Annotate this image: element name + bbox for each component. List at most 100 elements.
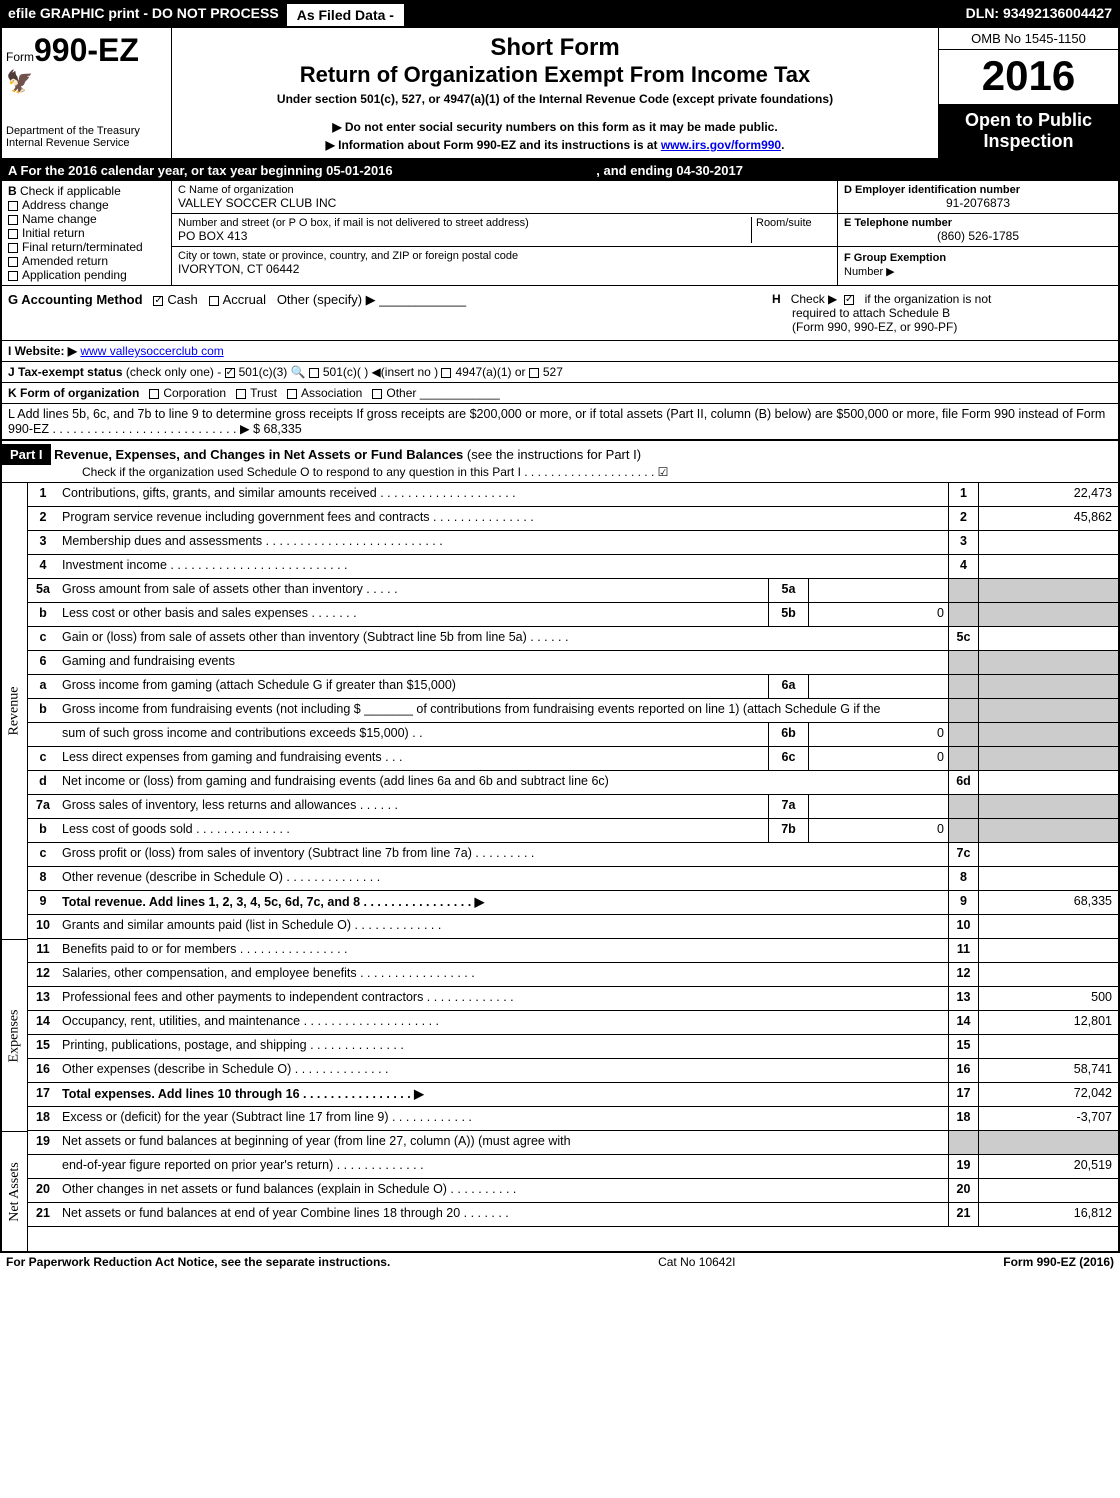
form-number: Form990-EZ bbox=[6, 32, 167, 69]
lbl-4947: 4947(a)(1) or bbox=[455, 365, 525, 379]
line-right-val bbox=[978, 843, 1118, 866]
chk-h[interactable] bbox=[844, 295, 854, 305]
line-row: 8Other revenue (describe in Schedule O) … bbox=[28, 867, 1118, 891]
header-note2: ▶ Information about Form 990-EZ and its … bbox=[182, 138, 928, 152]
line-right-num: 19 bbox=[948, 1155, 978, 1178]
footer: For Paperwork Reduction Act Notice, see … bbox=[0, 1253, 1120, 1271]
line-right-val bbox=[978, 1131, 1118, 1154]
i-label: I Website: ▶ bbox=[8, 344, 77, 358]
line-right-val bbox=[978, 1035, 1118, 1058]
line-right-val bbox=[978, 531, 1118, 554]
chk-accrual[interactable] bbox=[209, 296, 219, 306]
line-inner-num: 7b bbox=[768, 819, 808, 842]
block-b: B Check if applicable Address change Nam… bbox=[2, 181, 172, 285]
chk-cash[interactable] bbox=[153, 296, 163, 306]
h-text4: (Form 990, 990-EZ, or 990-PF) bbox=[792, 320, 957, 334]
line-inner-val bbox=[808, 675, 948, 698]
chk-501c3[interactable] bbox=[225, 368, 235, 378]
chk-amended-return[interactable] bbox=[8, 257, 18, 267]
line-desc: Gross amount from sale of assets other t… bbox=[58, 579, 768, 602]
line-desc: Gross income from gaming (attach Schedul… bbox=[58, 675, 768, 698]
line-row: 9Total revenue. Add lines 1, 2, 3, 4, 5c… bbox=[28, 891, 1118, 915]
j-text: (check only one) - bbox=[126, 365, 221, 379]
chk-application-pending[interactable] bbox=[8, 271, 18, 281]
lbl-501c3: 501(c)(3) bbox=[239, 365, 288, 379]
website-link[interactable]: www valleysoccerclub com bbox=[80, 344, 223, 358]
line-desc: Gross profit or (loss) from sales of inv… bbox=[58, 843, 948, 866]
blocks-bcd: B Check if applicable Address change Nam… bbox=[2, 181, 1118, 286]
city-label: City or town, state or province, country… bbox=[178, 250, 831, 262]
chk-initial-return[interactable] bbox=[8, 229, 18, 239]
footer-left: For Paperwork Reduction Act Notice, see … bbox=[6, 1255, 390, 1269]
line-desc: Net assets or fund balances at end of ye… bbox=[58, 1203, 948, 1226]
line-right-val bbox=[978, 555, 1118, 578]
chk-final-return[interactable] bbox=[8, 243, 18, 253]
line-row: bLess cost or other basis and sales expe… bbox=[28, 603, 1118, 627]
chk-address-change[interactable] bbox=[8, 201, 18, 211]
line-row: dNet income or (loss) from gaming and fu… bbox=[28, 771, 1118, 795]
line-inner-num: 6c bbox=[768, 747, 808, 770]
org-address: PO BOX 413 bbox=[178, 229, 751, 243]
lbl-final-return: Final return/terminated bbox=[22, 240, 143, 254]
side-revenue: Revenue bbox=[7, 687, 23, 736]
lbl-assoc: Association bbox=[301, 386, 362, 400]
line-row: 16Other expenses (describe in Schedule O… bbox=[28, 1059, 1118, 1083]
line-right-val: 68,335 bbox=[978, 891, 1118, 914]
lbl-other-method: Other (specify) ▶ bbox=[277, 292, 376, 307]
line-num: 12 bbox=[28, 963, 58, 986]
line-desc: Investment income . . . . . . . . . . . … bbox=[58, 555, 948, 578]
line-desc: Program service revenue including govern… bbox=[58, 507, 948, 530]
line-desc: Professional fees and other payments to … bbox=[58, 987, 948, 1010]
line-inner-val: 0 bbox=[808, 603, 948, 626]
omb-number: OMB No 1545-1150 bbox=[939, 28, 1118, 50]
lbl-accrual: Accrual bbox=[223, 292, 266, 307]
line-right-val bbox=[978, 1179, 1118, 1202]
lbl-corp: Corporation bbox=[163, 386, 226, 400]
lbl-insert-no: ◀(insert no ) bbox=[372, 365, 439, 379]
lbl-application-pending: Application pending bbox=[22, 268, 127, 282]
line-right-num: 21 bbox=[948, 1203, 978, 1226]
c-label: C Name of organization bbox=[178, 184, 831, 196]
chk-other-org[interactable] bbox=[372, 389, 382, 399]
chk-4947[interactable] bbox=[441, 368, 451, 378]
line-right-num bbox=[948, 675, 978, 698]
chk-527[interactable] bbox=[529, 368, 539, 378]
line-row: 6Gaming and fundraising events bbox=[28, 651, 1118, 675]
header-center: Short Form Return of Organization Exempt… bbox=[172, 28, 938, 158]
line-num: 17 bbox=[28, 1083, 58, 1106]
header-right: OMB No 1545-1150 2016 Open to Public Ins… bbox=[938, 28, 1118, 158]
chk-assoc[interactable] bbox=[287, 389, 297, 399]
chk-trust[interactable] bbox=[236, 389, 246, 399]
chk-501c[interactable] bbox=[309, 368, 319, 378]
as-filed-label: As Filed Data - bbox=[285, 2, 406, 28]
line-inner-num: 5a bbox=[768, 579, 808, 602]
line-row: 1Contributions, gifts, grants, and simil… bbox=[28, 483, 1118, 507]
line-desc: end-of-year figure reported on prior yea… bbox=[58, 1155, 948, 1178]
line-right-val bbox=[978, 699, 1118, 722]
line-right-val: 500 bbox=[978, 987, 1118, 1010]
form-prefix: Form bbox=[6, 50, 34, 64]
line-inner-num: 6b bbox=[768, 723, 808, 746]
line-right-num: 4 bbox=[948, 555, 978, 578]
d-label: D Employer identification number bbox=[844, 184, 1112, 196]
line-right-num bbox=[948, 651, 978, 674]
chk-corp[interactable] bbox=[149, 389, 159, 399]
line-right-val: 20,519 bbox=[978, 1155, 1118, 1178]
org-name: VALLEY SOCCER CLUB INC bbox=[178, 196, 831, 210]
line-row: 7aGross sales of inventory, less returns… bbox=[28, 795, 1118, 819]
line-desc: Excess or (deficit) for the year (Subtra… bbox=[58, 1107, 948, 1130]
row-g: G Accounting Method Cash Accrual Other (… bbox=[8, 292, 772, 334]
ein-value: 91-2076873 bbox=[844, 196, 1112, 210]
line-right-num: 11 bbox=[948, 939, 978, 962]
line-right-num bbox=[948, 1131, 978, 1154]
row-a-tax-year: A For the 2016 calendar year, or tax yea… bbox=[2, 160, 1118, 181]
line-desc: Contributions, gifts, grants, and simila… bbox=[58, 483, 948, 506]
line-right-num bbox=[948, 819, 978, 842]
line-right-num: 17 bbox=[948, 1083, 978, 1106]
chk-name-change[interactable] bbox=[8, 215, 18, 225]
line-desc: Membership dues and assessments . . . . … bbox=[58, 531, 948, 554]
line-num: b bbox=[28, 819, 58, 842]
irs-link[interactable]: www.irs.gov/form990 bbox=[661, 138, 781, 152]
side-netassets: Net Assets bbox=[7, 1162, 23, 1222]
line-right-val: 12,801 bbox=[978, 1011, 1118, 1034]
